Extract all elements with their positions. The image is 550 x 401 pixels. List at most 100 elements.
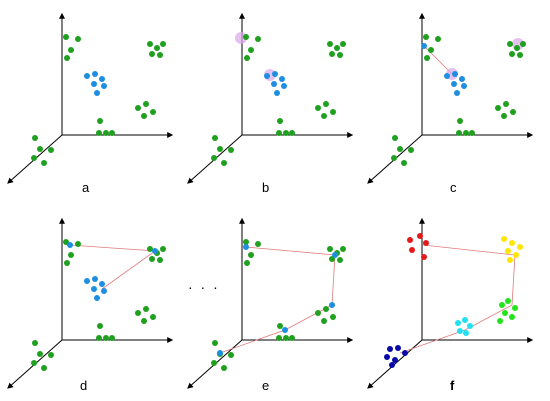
data-point: [455, 320, 461, 326]
data-point: [397, 146, 403, 152]
data-point: [109, 130, 115, 136]
data-point: [277, 118, 283, 124]
data-point: [75, 241, 81, 247]
data-point: [75, 36, 81, 42]
data-point: [315, 310, 321, 316]
points: [384, 233, 523, 368]
data-point: [160, 41, 166, 47]
data-point: [228, 147, 234, 153]
data-point: [451, 81, 457, 87]
data-point: [505, 248, 511, 254]
data-point: [334, 45, 340, 51]
data-point: [84, 278, 90, 284]
data-point: [409, 247, 415, 253]
panel-label-f: f: [450, 378, 455, 393]
data-point: [337, 257, 343, 263]
data-point: [513, 252, 519, 258]
data-point: [91, 286, 97, 292]
data-point: [217, 146, 223, 152]
data-point: [283, 130, 289, 136]
data-point: [31, 155, 37, 161]
data-point: [495, 105, 501, 111]
data-point: [63, 34, 69, 40]
data-point: [32, 135, 38, 141]
data-point: [509, 51, 515, 57]
data-point: [454, 90, 460, 96]
data-point: [68, 47, 74, 53]
data-point: [92, 71, 98, 77]
data-point: [64, 260, 70, 266]
points: [391, 34, 526, 166]
data-point: [289, 335, 295, 341]
data-point: [467, 323, 473, 329]
data-point: [505, 298, 511, 304]
points: [31, 34, 166, 166]
data-point: [512, 305, 518, 311]
data-point: [92, 276, 98, 282]
data-point: [243, 244, 249, 250]
data-point: [459, 76, 465, 82]
data-point: [384, 354, 390, 360]
data-point: [509, 314, 515, 320]
data-point: [391, 155, 397, 161]
data-point: [103, 130, 109, 136]
link-line: [69, 244, 157, 290]
data-point: [469, 130, 475, 136]
data-point: [435, 36, 441, 42]
data-point: [97, 118, 103, 124]
data-point: [283, 335, 289, 341]
data-point: [154, 45, 160, 51]
data-point: [323, 306, 329, 312]
data-point: [337, 52, 343, 58]
data-point: [389, 362, 395, 368]
link-line: [399, 244, 516, 354]
data-point: [457, 118, 463, 124]
data-point: [463, 330, 469, 336]
panel-label-d: d: [80, 378, 87, 393]
data-point: [160, 246, 166, 252]
data-point: [255, 36, 261, 42]
data-point: [101, 83, 107, 89]
data-point: [401, 160, 407, 166]
data-point: [276, 130, 282, 136]
data-point: [48, 352, 54, 358]
data-point: [96, 335, 102, 341]
data-point: [329, 302, 335, 308]
data-point: [387, 346, 393, 352]
data-point: [149, 256, 155, 262]
data-point: [212, 340, 218, 346]
data-point: [147, 246, 153, 252]
data-point: [94, 90, 100, 96]
data-point: [497, 318, 503, 324]
data-point: [157, 257, 163, 263]
data-point: [502, 310, 508, 316]
data-point: [109, 335, 115, 341]
panel-label-a: a: [82, 180, 90, 195]
data-point: [392, 135, 398, 141]
data-point: [68, 252, 74, 258]
data-point: [211, 360, 217, 366]
data-point: [97, 323, 103, 329]
data-point: [321, 318, 327, 324]
data-point: [510, 109, 516, 115]
panel-c: c: [367, 12, 534, 195]
data-point: [499, 302, 505, 308]
data-point: [135, 310, 141, 316]
data-point: [281, 83, 287, 89]
data-point: [321, 113, 327, 119]
data-point: [221, 160, 227, 166]
data-point: [444, 73, 450, 79]
data-point: [248, 47, 254, 53]
data-point: [135, 105, 141, 111]
data-point: [272, 71, 278, 77]
data-point: [244, 260, 250, 266]
data-point: [244, 55, 250, 61]
data-point: [428, 47, 434, 53]
data-point: [408, 147, 414, 153]
panel-b: b: [187, 12, 354, 195]
data-point: [417, 233, 423, 239]
data-point: [271, 81, 277, 87]
data-point: [456, 130, 462, 136]
data-point: [323, 101, 329, 107]
data-point: [501, 113, 507, 119]
